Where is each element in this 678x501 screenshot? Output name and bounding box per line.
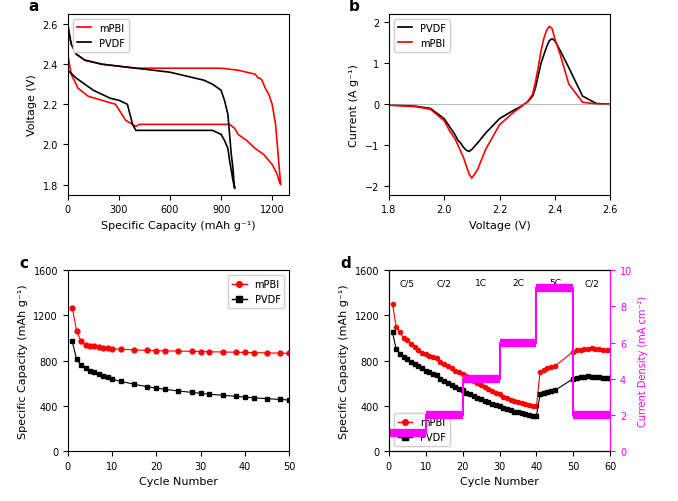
- Legend: mPBI, PVDF: mPBI, PVDF: [394, 413, 450, 446]
- X-axis label: Cycle Number: Cycle Number: [139, 476, 218, 486]
- Text: C/2: C/2: [437, 279, 452, 288]
- Legend: PVDF, mPBI: PVDF, mPBI: [394, 20, 450, 53]
- Legend: mPBI, PVDF: mPBI, PVDF: [228, 276, 284, 308]
- Text: 5C: 5C: [549, 279, 561, 288]
- Y-axis label: Current (A g⁻¹): Current (A g⁻¹): [349, 64, 359, 146]
- Y-axis label: Specific Capacity (mAh g⁻¹): Specific Capacity (mAh g⁻¹): [18, 284, 28, 438]
- Y-axis label: Voltage (V): Voltage (V): [27, 74, 37, 136]
- Text: C/5: C/5: [400, 279, 415, 288]
- Y-axis label: Current Density (mA cm⁻²): Current Density (mA cm⁻²): [638, 296, 647, 426]
- Text: a: a: [28, 0, 39, 15]
- Text: 1C: 1C: [475, 279, 487, 288]
- Text: d: d: [340, 255, 351, 270]
- X-axis label: Voltage (V): Voltage (V): [468, 220, 530, 230]
- Y-axis label: Specific Capacity (mAh g⁻¹): Specific Capacity (mAh g⁻¹): [339, 284, 349, 438]
- Text: c: c: [19, 255, 28, 270]
- Text: C/2: C/2: [584, 279, 599, 288]
- Text: 2C: 2C: [512, 279, 524, 288]
- X-axis label: Cycle Number: Cycle Number: [460, 476, 539, 486]
- Text: b: b: [349, 0, 360, 15]
- X-axis label: Specific Capacity (mAh g⁻¹): Specific Capacity (mAh g⁻¹): [101, 220, 256, 230]
- Legend: mPBI, PVDF: mPBI, PVDF: [73, 20, 129, 53]
